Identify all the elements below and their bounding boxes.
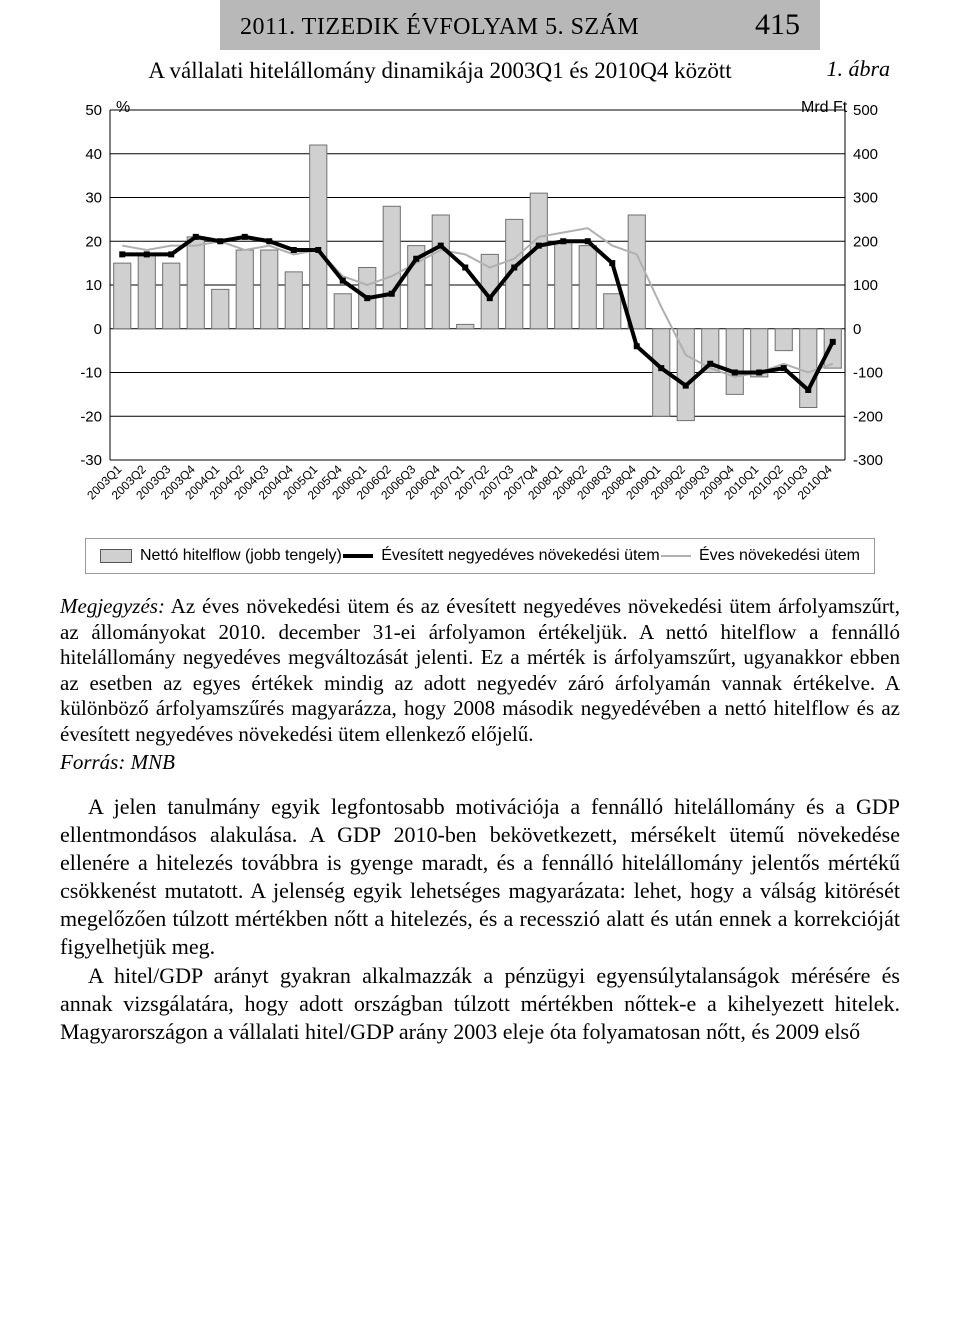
svg-text:30: 30 <box>85 190 102 207</box>
paragraph-1: A jelen tanulmány egyik legfontosabb mot… <box>60 793 900 962</box>
svg-text:10: 10 <box>85 277 102 294</box>
legend-label-thick: Évesített negyedéves növekedési ütem <box>381 547 659 565</box>
figure-note: Megjegyzés: Az éves növekedési ütem és a… <box>60 594 900 748</box>
svg-text:500: 500 <box>853 102 878 119</box>
svg-text:200: 200 <box>853 233 878 250</box>
page-header: 2011. TIZEDIK ÉVFOLYAM 5. SZÁM 415 <box>220 0 820 50</box>
chart-svg: 50 500 40 400 30 300 20 200 10 100 0 0 -10 -100 -20 -20… <box>60 100 900 530</box>
body-text: A jelen tanulmány egyik legfontosabb mot… <box>60 793 900 1046</box>
svg-text:20: 20 <box>85 233 102 250</box>
svg-text:0: 0 <box>94 321 102 338</box>
legend-label-bar: Nettó hitelflow (jobb tengely) <box>140 547 342 565</box>
svg-text:-200: -200 <box>853 408 883 425</box>
svg-text:-20: -20 <box>80 408 102 425</box>
legend-item-thin: Éves növekedési ütem <box>661 547 860 565</box>
header-page-number: 415 <box>755 8 800 42</box>
header-issue: 2011. TIZEDIK ÉVFOLYAM 5. SZÁM <box>240 14 639 41</box>
svg-text:0: 0 <box>853 321 861 338</box>
legend-item-bar: Nettó hitelflow (jobb tengely) <box>100 547 342 565</box>
source-label: Forrás: <box>60 750 125 774</box>
legend-item-thick: Évesített negyedéves növekedési ütem <box>343 547 659 565</box>
note-label: Megjegyzés: <box>60 594 165 618</box>
svg-text:-300: -300 <box>853 452 883 469</box>
legend-swatch-bar <box>100 549 132 563</box>
svg-text:%: % <box>116 100 130 116</box>
figure-title: A vállalati hitelállomány dinamikája 200… <box>60 58 900 84</box>
svg-text:400: 400 <box>853 146 878 163</box>
svg-text:40: 40 <box>85 146 102 163</box>
chart: 50 500 40 400 30 300 20 200 10 100 0 0 -10 -100 -20 -20… <box>60 100 900 530</box>
svg-text:-100: -100 <box>853 365 883 382</box>
legend: Nettó hitelflow (jobb tengely) Évesített… <box>85 538 875 574</box>
figure-1: 1. ábra A vállalati hitelállomány dinami… <box>60 56 900 574</box>
svg-text:300: 300 <box>853 190 878 207</box>
paragraph-2: A hitel/GDP arányt gyakran alkalmazzák a… <box>60 962 900 1046</box>
note-text: Az éves növekedési ütem és az évesített … <box>60 594 900 746</box>
svg-text:50: 50 <box>85 102 102 119</box>
source-text: MNB <box>125 750 175 774</box>
svg-text:-10: -10 <box>80 365 102 382</box>
legend-label-thin: Éves növekedési ütem <box>699 547 860 565</box>
svg-text:100: 100 <box>853 277 878 294</box>
svg-text:Mrd Ft: Mrd Ft <box>801 100 848 116</box>
figure-source: Forrás: MNB <box>60 750 900 775</box>
legend-swatch-thin <box>661 555 691 557</box>
legend-swatch-thick <box>343 554 373 558</box>
svg-text:-30: -30 <box>80 452 102 469</box>
